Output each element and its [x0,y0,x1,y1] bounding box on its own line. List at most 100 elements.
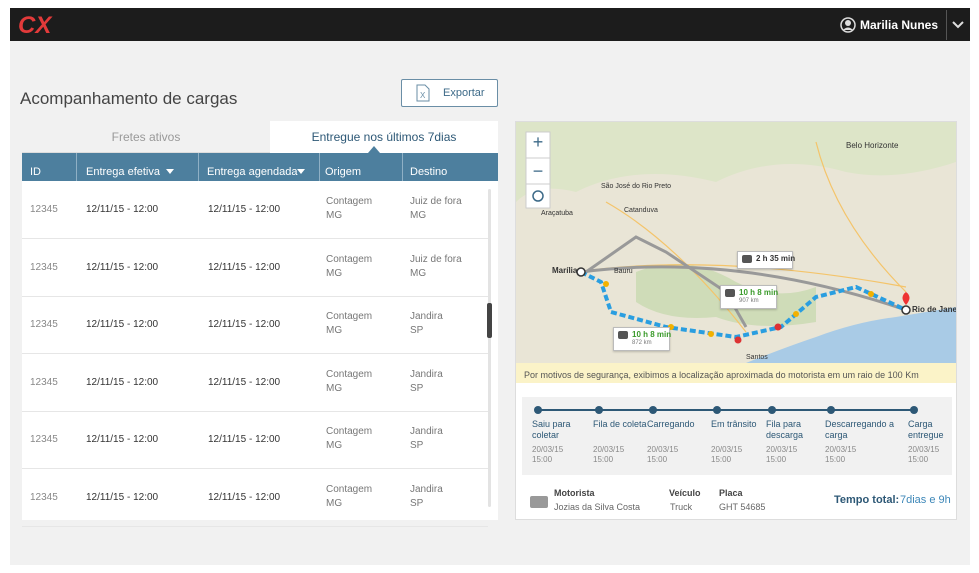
table-panel: Fretes ativos Entregue nos últimos 7dias I… [22,121,498,527]
total-label: Tempo total: [834,494,900,506]
map-label: Marília [552,266,578,275]
timeline-dot [768,406,776,414]
cell-scheduled: 12/11/15 - 12:00 [208,261,281,273]
user-icon [840,17,856,33]
sort-caret [166,169,174,174]
column-header: Destino [410,166,448,178]
table-header [22,153,498,181]
map-label: São José do Rio Preto [601,183,671,190]
step-date: 20/03/15 [825,445,857,454]
cell-destination-city: Jandira [410,368,443,380]
route-time: 10 h 8 min [739,288,779,297]
column-header: ID [30,166,41,178]
cell-origin-city: Contagem [326,253,373,265]
map-label: Araçatuba [541,210,573,217]
table-row[interactable]: 12345 12/11/15 - 12:00 12/11/15 - 12:00 Con… [22,239,488,297]
timeline-dot [649,406,657,414]
step-time: 15:00 [647,455,668,464]
step-time: 15:00 [766,455,787,464]
map[interactable]: + − Belo Horizonte São José do Rio Preto A… [516,122,956,363]
logo[interactable]: CX [18,11,178,39]
tab-label[interactable]: Entregue nos últimos 7dias [311,130,457,144]
tab-label: Fretes ativos [111,130,181,144]
cell-delivered: 12/11/15 - 12:00 [86,204,159,215]
cell-origin-city: Contagem [326,483,373,495]
scrollbar-thumb[interactable] [487,303,492,338]
map-label: Catanduva [624,207,658,214]
timeline: Saiu para coletar 20/03/15 15:00 Fila de co… [522,397,952,475]
top-bar [10,8,970,41]
tab-arrow [368,146,380,153]
table-row[interactable]: 12345 12/11/15 - 12:00 12/11/15 - 12:00 Con… [22,411,488,469]
map-label: Bauru [614,268,633,275]
cell-delivered: 12/11/15 - 12:00 [86,491,159,503]
header-separator [402,153,403,181]
tab-inactive[interactable] [22,121,270,153]
step-date: 20/03/15 [532,445,564,454]
security-notice: Por motivos de segurança, exibimos a loc… [516,363,956,383]
route-bubble: 10 h 8 min 872 km [613,327,671,351]
cell-origin-city: Contagem [326,426,373,437]
route-distance: 907 km [739,298,759,304]
table-row[interactable]: 12345 12/11/15 - 12:00 12/11/15 - 12:00 Con… [22,469,488,527]
cell-origin-state: MG [326,382,343,394]
user-name[interactable]: Marilia Nunes [860,18,939,32]
timeline-dot [713,406,721,414]
step-time: 15:00 [593,455,614,464]
step-time: 15:00 [908,455,929,464]
cell-origin-city: Contagem [326,368,373,380]
page-title: Acompanhamento de cargas [20,89,238,108]
timeline-line [538,409,916,411]
step-date: 20/03/15 [593,445,625,454]
step-label: Descarregando a carga [825,419,895,440]
route-distance: 872 km [632,340,652,346]
step-label: Carregando [647,419,695,429]
step-label: Fila de coleta [593,419,647,429]
cell-id: 12345 [30,261,58,273]
plate-value: GHT 54685 [719,502,766,512]
export-button[interactable]: X Exportar [401,79,498,107]
map-panel: + − Belo Horizonte São José do Rio Preto A… [515,121,957,520]
scrollbar-track [488,189,491,507]
divider [946,10,947,40]
step-label: Em trânsito [711,419,757,429]
cell-origin-state: MG [326,325,343,336]
step-label: Fila para descarga [766,419,804,440]
driver-name: Jozias da Silva Costa [554,502,641,512]
excel-icon: X [416,84,430,102]
cell-delivered: 12/11/15 - 12:00 [86,319,159,330]
table-row[interactable]: 12345 12/11/15 - 12:00 12/11/15 - 12:00 Con… [22,181,488,239]
column-header[interactable]: Entrega efetiva [86,166,160,178]
step-date: 20/03/15 [711,445,743,454]
header-separator [76,153,77,181]
user-menu-caret[interactable] [952,20,964,30]
map-label: Belo Horizonte [846,141,899,150]
total-value: 7dias e 9h [900,494,951,506]
cell-scheduled: 12/11/15 - 12:00 [208,319,281,330]
cell-destination-city: Juiz de fora [410,196,462,207]
header-separator [319,153,320,181]
timeline-dot [827,406,835,414]
cell-destination-city: Jandira [410,311,443,322]
cell-id: 12345 [30,491,58,503]
driver-label: Motorista [554,488,595,498]
table-row[interactable]: 12345 12/11/15 - 12:00 12/11/15 - 12:00 Con… [22,354,488,412]
cell-destination-city: Jandira [410,483,443,495]
cell-origin-state: MG [326,497,343,509]
cell-origin-city: Contagem [326,196,373,207]
timeline-dot [534,406,542,414]
cell-destination-state: MG [410,210,427,221]
cell-id: 12345 [30,319,58,330]
cell-scheduled: 12/11/15 - 12:00 [208,204,281,215]
cell-id: 12345 [30,204,58,215]
table-row[interactable]: 12345 12/11/15 - 12:00 12/11/15 - 12:00 Con… [22,296,488,354]
route-icon [618,331,628,339]
cell-scheduled: 12/11/15 - 12:00 [208,491,281,503]
route-icon [742,255,752,263]
column-header[interactable]: Entrega agendada [207,166,298,178]
route-bubble: 10 h 8 min 907 km [720,285,779,309]
map-label: Rio de Janeiro [912,305,956,314]
cell-origin-state: MG [326,440,343,451]
flight-bubble: 2 h 35 min [737,251,795,269]
